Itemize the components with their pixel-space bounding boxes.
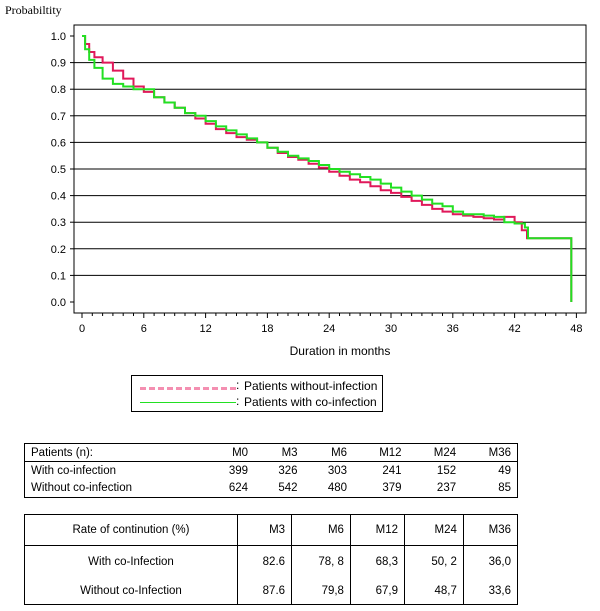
table-header-cell: M12 (349, 514, 405, 546)
table-header-cell: M24 (404, 514, 464, 546)
legend-swatch-with-coinfection (140, 402, 236, 403)
table-header-cell: M3 (254, 443, 304, 462)
table-cell: 67,9 (349, 578, 405, 605)
table-row: Without co-infection 624 542 480 379 237… (25, 480, 518, 498)
x-axis-label: Duration in months (290, 344, 391, 358)
table-cell: Without co-Infection (80, 585, 182, 597)
table-header-row: Rate of continution (%) M3 M6 M12 M24 M3… (24, 514, 518, 546)
y-tick-label: 0.6 (51, 137, 66, 149)
table-cell: 33,6 (462, 578, 518, 605)
table-header-cell: M24 (407, 443, 463, 462)
x-tick-label: 24 (323, 323, 335, 335)
table-cell: With co-Infection (88, 556, 174, 568)
table-cell: 542 (278, 482, 298, 495)
table-header-cell: M6 (291, 514, 351, 546)
table-header-row: Patients (n): M0 M3 M6 M12 M24 M36 (24, 443, 518, 462)
table-header-cell: M0 (204, 443, 255, 462)
legend-separator: : (236, 394, 240, 408)
table-cell: 68,3 (349, 545, 405, 578)
table-cell: 379 (382, 482, 402, 495)
table-header-cell: M36 (462, 514, 518, 546)
y-tick-label: 0.7 (51, 111, 66, 123)
table-cell: 78, 8 (291, 545, 351, 578)
table-cell: Without co-infection (31, 482, 132, 495)
survival-chart: Probabiltity 0.0 0.1 0.2 0.3 0.4 0.5 0.6 0.7 0.8… (5, 3, 587, 358)
series-line-1 (82, 35, 573, 302)
y-tick-label: 1.0 (51, 31, 66, 43)
y-axis-label: Probabiltity (5, 3, 62, 17)
x-tick-label: 0 (79, 323, 85, 335)
table-row: With co-Infection 82.6 78, 8 68,3 50, 2 … (25, 545, 518, 578)
x-tick-label: 6 (141, 323, 147, 335)
legend-label-with-coinfection: Patients with co-infection (244, 395, 377, 409)
table-header-cell: Patients (n): (24, 443, 205, 462)
y-tick-label: 0.8 (51, 84, 66, 96)
table-cell: 50, 2 (404, 545, 464, 578)
continuation-table: Rate of continution (%) M3 M6 M12 M24 M3… (24, 514, 518, 605)
x-tick-label: 18 (261, 323, 273, 335)
x-ticks: 0 6 12 18 24 30 36 42 48 (79, 313, 583, 335)
legend: : Patients without-infection : Patients … (131, 375, 383, 412)
x-tick-label: 12 (199, 323, 211, 335)
patients-table: Patients (n): M0 M3 M6 M12 M24 M36 With … (24, 443, 518, 498)
x-tick-label: 48 (570, 323, 582, 335)
table-cell: 399 (228, 464, 249, 477)
y-tick-label: 0.3 (51, 217, 66, 229)
x-tick-label: 30 (385, 323, 397, 335)
y-tick-label: 0.9 (51, 58, 66, 70)
table-header-cell: Rate of continution (%) (24, 514, 238, 546)
y-tick-label: 0.4 (51, 191, 66, 203)
y-tick-label: 0.2 (51, 244, 66, 256)
table-header-cell: M3 (236, 514, 292, 546)
x-tick-label: 36 (447, 323, 459, 335)
table-cell: 48,7 (404, 578, 464, 605)
table-cell: 79,8 (291, 578, 351, 605)
table-row: Without co-Infection 87.6 79,8 67,9 48,7… (25, 578, 518, 605)
table-cell: 624 (228, 482, 249, 495)
table-header-cell: M12 (353, 443, 408, 462)
table-cell: 85 (498, 482, 511, 495)
table-cell: 49 (498, 464, 511, 477)
table-cell: 237 (436, 482, 457, 495)
legend-separator: : (236, 378, 240, 392)
table-cell: 152 (436, 464, 457, 477)
table-cell: 480 (327, 482, 348, 495)
table-cell: 326 (278, 464, 298, 477)
table-cell: 36,0 (462, 545, 518, 578)
legend-swatch-without-infection (140, 387, 236, 390)
table-cell: 82.6 (236, 545, 292, 578)
x-tick-label: 42 (508, 323, 520, 335)
table-cell: With co-infection (31, 464, 117, 477)
legend-label-without-infection: Patients without-infection (244, 379, 378, 393)
table-header-cell: M36 (462, 443, 518, 462)
table-cell: 303 (327, 464, 348, 477)
table-cell: 87.6 (236, 578, 292, 605)
table-cell: 241 (382, 464, 402, 477)
y-tick-label: 0.5 (51, 164, 66, 176)
y-ticks: 0.0 0.1 0.2 0.3 0.4 0.5 0.6 0.7 0.8 0.9 1.0 (51, 31, 74, 309)
series-lines (82, 35, 573, 302)
y-tick-label: 0.0 (51, 297, 66, 309)
table-header-cell: M6 (303, 443, 354, 462)
y-tick-label: 0.1 (51, 270, 66, 282)
table-row: With co-infection 399 326 303 241 152 49 (25, 462, 518, 480)
